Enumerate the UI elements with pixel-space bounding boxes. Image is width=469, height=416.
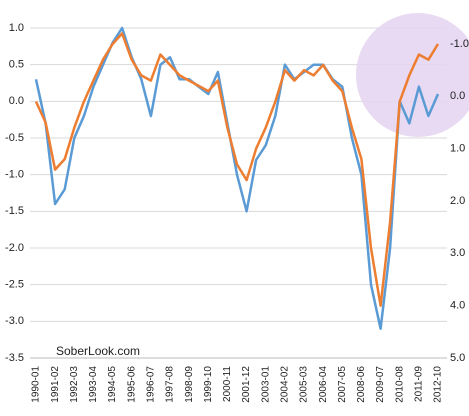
x-tick-label: 1993-04 [88,366,99,403]
x-tick-label: 1994-05 [107,366,118,403]
x-tick-label: 2003-01 [260,366,271,403]
x-tick-label: 1998-09 [184,366,195,403]
y-tick-label: 1.0 [9,22,24,34]
x-tick-label: 2001-12 [241,366,252,403]
x-tick-label: 1999-10 [203,366,214,403]
x-tick-label: 1996-07 [145,366,156,403]
x-tick-label: 2008-06 [356,366,367,403]
y-tick-label: -2.5 [5,279,24,291]
x-tick-label: 2009-07 [375,366,386,403]
y2-tick-label: -1.0 [450,38,469,50]
x-tick-label: 2005-03 [299,366,310,403]
x-tick-label: 2006-04 [318,366,329,403]
y-tick-label: 0.0 [9,95,24,107]
y2-tick-label: 4.0 [450,300,465,312]
y-tick-label: -3.5 [5,352,24,364]
y-tick-label: -1.5 [5,205,24,217]
x-tick-label: 1991-02 [50,366,61,403]
y2-tick-label: 3.0 [450,247,465,259]
y-tick-label: -2.0 [5,242,24,254]
annotation: SoberLook.com [56,344,140,358]
y2-tick-label: 1.0 [450,143,465,155]
highlight-circle [356,13,469,137]
x-tick-label: 2000-11 [222,366,233,402]
x-tick-label: 2012-10 [433,366,444,403]
y2-tick-label: 2.0 [450,195,465,207]
y-tick-label: -1.0 [5,169,24,181]
x-tick-label: 2004-02 [279,366,290,403]
line-series [34,32,440,307]
y2-tick-label: 0.0 [450,90,465,102]
line-series [34,26,440,330]
y-tick-label: -0.5 [5,132,24,144]
x-tick-label: 2011-09 [413,366,424,402]
x-tick-label: 1990-01 [31,366,42,403]
x-tick-label: 1995-06 [126,366,137,403]
x-tick-label: 1992-03 [69,366,80,403]
x-tick-label: 1997-08 [165,366,176,403]
x-tick-label: 2007-05 [337,366,348,403]
y-tick-label: 0.5 [9,59,24,71]
y-tick-label: -3.0 [5,315,24,327]
x-tick-label: 2010-08 [394,366,405,403]
y2-tick-label: 5.0 [450,352,465,364]
